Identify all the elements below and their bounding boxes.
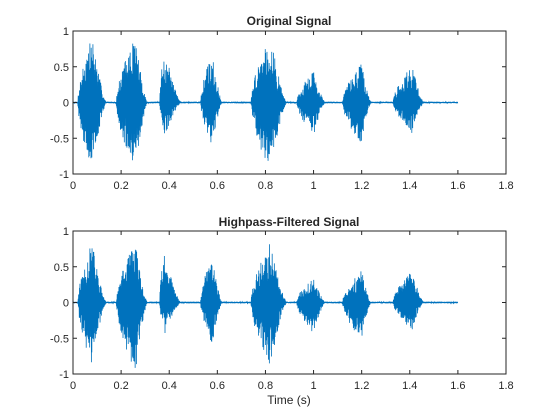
subplot-original-signal: Original Signal 0 0.2 0.4 0.6 0.8 1 1.2 1.4 1.6 1… [50,14,514,192]
y-tick-label: -0.5 [50,333,69,345]
y-tick-label: -1 [59,369,69,381]
x-tick-label: 0.6 [210,180,225,192]
y-tick-label: 0 [63,98,69,110]
x-tick-label: 0.2 [113,380,128,392]
waveform-line [72,43,459,161]
x-tick-label: 1.6 [450,380,465,392]
y-tick-label: -1 [59,169,69,181]
axis-ticks: 0 0.2 0.4 0.6 0.8 1 1.2 1.4 1.6 1.8 -1 -0.5 0 0.5 1 [50,226,514,392]
x-tick-label: 0 [70,380,76,392]
x-tick-label: 1 [310,380,316,392]
x-tick-label: 1.8 [498,180,513,192]
y-tick-label: 1 [63,226,69,238]
subplot-highpass-filtered-signal: Highpass-Filtered Signal 0 0.2 0.4 0.6 0.8 1 1… [50,215,514,407]
y-tick-label: 0.5 [54,262,69,274]
signal-trace [72,43,459,161]
subplot-title: Highpass-Filtered Signal [219,215,360,229]
x-tick-label: 0.8 [258,180,273,192]
x-tick-label: 0.4 [162,180,177,192]
x-axis-label: Time (s) [267,393,311,407]
x-tick-label: 0.2 [113,180,128,192]
x-tick-label: 0.4 [162,380,177,392]
x-tick-label: 0 [70,180,76,192]
y-tick-label: 0.5 [54,62,69,74]
waveform-line [72,244,459,368]
x-tick-label: 0.6 [210,380,225,392]
axis-ticks: 0 0.2 0.4 0.6 0.8 1 1.2 1.4 1.6 1.8 -1 -0.5 0 0.5 1 [50,26,514,192]
y-tick-label: -0.5 [50,133,69,145]
subplot-title: Original Signal [247,14,332,28]
x-tick-label: 1.4 [402,380,417,392]
x-tick-label: 1.2 [354,380,369,392]
x-tick-label: 1.2 [354,180,369,192]
y-tick-label: 0 [63,298,69,310]
y-tick-label: 1 [63,26,69,38]
x-tick-label: 1 [310,180,316,192]
x-tick-label: 1.6 [450,180,465,192]
signal-trace [72,244,459,368]
x-tick-label: 0.8 [258,380,273,392]
x-tick-label: 1.4 [402,180,417,192]
x-tick-label: 1.8 [498,380,513,392]
